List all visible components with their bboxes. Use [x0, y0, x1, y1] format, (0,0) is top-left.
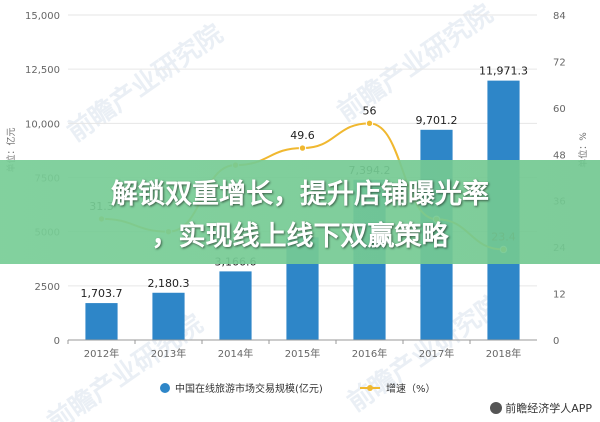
y-right-unit-label: 单位：% [577, 132, 589, 168]
bar-value-label: 11,971.3 [479, 65, 528, 78]
bar [85, 303, 118, 340]
brand-logo-icon [490, 402, 503, 414]
legend-bar-swatch [160, 383, 170, 393]
y-right-tick-label: 48 [553, 150, 566, 161]
source-footer: 前瞻经济学人APP [490, 400, 592, 416]
y-right-tick-label: 0 [553, 336, 559, 347]
line-point [365, 119, 374, 128]
x-tick-label: 2018年 [486, 347, 521, 360]
legend-line-label: 增速（%） [386, 382, 436, 395]
x-tick-label: 2013年 [151, 347, 186, 360]
x-tick-label: 2015年 [285, 347, 320, 360]
legend-line-marker [367, 385, 373, 391]
headline-banner: 解锁双重增长，提升店铺曝光率 ，实现线上线下双赢策略 [0, 160, 600, 264]
legend: 中国在线旅游市场交易规模(亿元) 增速（%） [160, 382, 436, 395]
y-right-tick-label: 60 [553, 104, 566, 115]
y-left-tick-label: 15,000 [25, 11, 60, 22]
line-value-label: 49.6 [290, 129, 315, 142]
y-left-tick-label: 12,500 [25, 65, 60, 76]
headline-line-2: ，实现线上线下双赢策略 [151, 221, 449, 252]
x-tick-label: 2012年 [84, 347, 119, 360]
x-tick-label: 2014年 [218, 347, 253, 360]
y-right-tick-label: 12 [553, 290, 566, 301]
x-tick-label: 2016年 [352, 347, 387, 360]
bar-value-label: 9,701.2 [416, 114, 458, 127]
bar-value-label: 1,703.7 [81, 287, 123, 300]
bar [152, 292, 185, 340]
footer-text: 前瞻经济学人APP [505, 402, 592, 415]
legend-bar-label: 中国在线旅游市场交易规模(亿元) [175, 382, 323, 395]
watermark-text: 前瞻产业研究院 [62, 18, 229, 148]
bar-value-label: 2,180.3 [148, 277, 190, 290]
line-value-label: 56 [363, 104, 377, 117]
y-left-tick-label: 10,000 [25, 119, 60, 130]
y-right-tick-label: 72 [553, 57, 566, 68]
y-left-tick-label: 0 [54, 336, 60, 347]
x-tick-label: 2017年 [419, 347, 454, 360]
line-point [298, 144, 307, 152]
y-right-tick-label: 84 [553, 11, 566, 22]
watermark-text: 前瞻产业研究院 [332, 0, 499, 128]
headline-line-1: 解锁双重增长，提升店铺曝光率 [111, 179, 489, 210]
bar [219, 271, 252, 340]
y-left-tick-label: 2500 [35, 282, 60, 293]
